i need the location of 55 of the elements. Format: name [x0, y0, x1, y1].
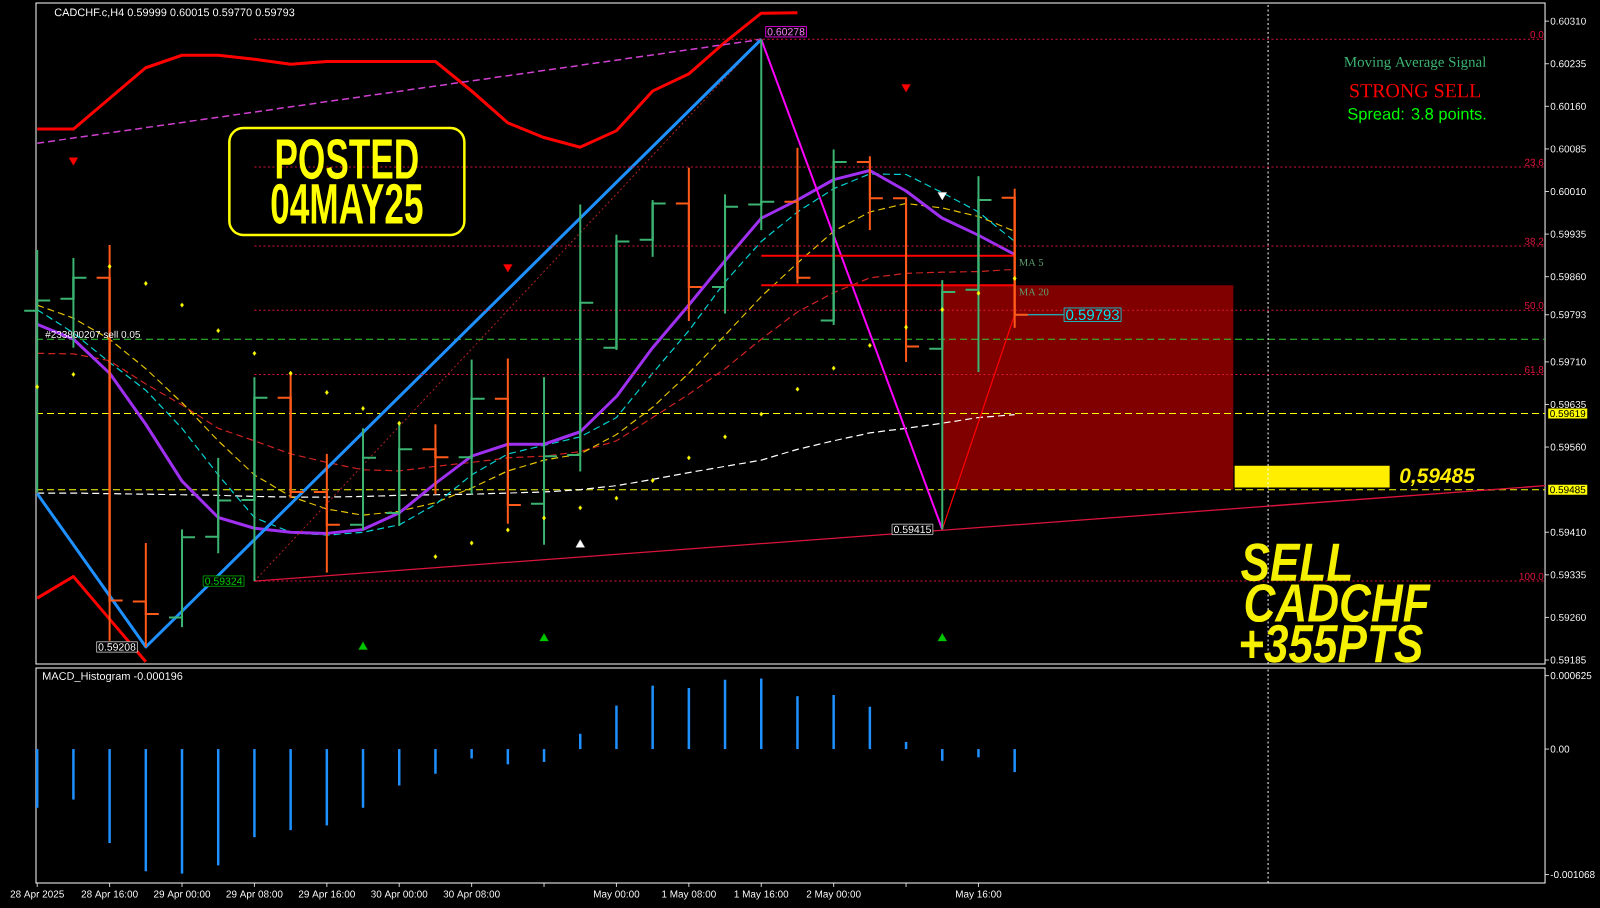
y-tick-label: 0.60010: [1550, 187, 1586, 196]
y-tick-label: 0.60160: [1550, 102, 1586, 110]
ref-line-label: 0.59485: [1550, 486, 1586, 494]
y-tick-label: 0.59560: [1550, 443, 1586, 451]
chart-title: CADCHF.c,H4 0.59999 0.60015 0.59770 0.59793: [54, 8, 295, 18]
x-tick-label: 28 Apr 2025: [10, 890, 64, 900]
annotation: 0.60278: [767, 28, 805, 36]
y-tick-label: 0.59860: [1550, 273, 1586, 281]
x-tick-label: 29 Apr 00:00: [153, 890, 211, 900]
series-label: 50.0: [1524, 301, 1544, 309]
series-label: 23.6: [1524, 158, 1544, 166]
annotation: 0.59324: [205, 577, 243, 585]
series-label: MA 5: [1019, 258, 1044, 266]
x-tick-label: 29 Apr 08:00: [226, 890, 283, 900]
y-tick-label: 0.000625: [1550, 672, 1592, 680]
annotation: POSTED 04MAY25: [271, 138, 423, 224]
x-tick-label: May 16:00: [956, 890, 1002, 900]
series-label: 100.0: [1519, 572, 1544, 580]
annotation: STRONG SELL: [1350, 84, 1481, 98]
x-tick-label: 2 May 00:00: [806, 890, 861, 900]
y-tick-label: 0.59335: [1550, 571, 1586, 579]
annotation: Spread: 3.8 points.: [1348, 107, 1486, 123]
y-tick-label: 0.60085: [1550, 145, 1586, 153]
y-tick-label: 0.59260: [1550, 613, 1586, 621]
x-tick-label: 30 Apr 00:00: [371, 890, 428, 900]
y-tick-label: 0.59410: [1550, 528, 1586, 536]
chart-title: MACD_Histogram -0.000196: [43, 671, 183, 683]
annotation: +355PTS: [1240, 624, 1423, 663]
y-tick-label: 0.59635: [1550, 400, 1586, 408]
x-tick-label: 1 May 16:00: [734, 890, 789, 900]
annotation: 0.59415: [893, 525, 931, 534]
y-tick-label: 0.00: [1550, 745, 1570, 753]
x-tick-label: 30 Apr 08:00: [443, 890, 500, 900]
y-tick-label: 0.60310: [1550, 17, 1586, 25]
x-tick-label: 1 May 08:00: [662, 890, 716, 900]
y-tick-label: 0.59710: [1550, 358, 1586, 366]
ref-line-label: 0.59619: [1550, 410, 1586, 418]
series-label: 38.2: [1524, 237, 1544, 245]
annotation: 0,59485: [1400, 468, 1476, 487]
y-tick-label: 0.60235: [1550, 60, 1586, 68]
series-label: 61.8: [1524, 366, 1544, 374]
series-label: MA 20: [1019, 288, 1049, 296]
annotation: CADCHF: [1245, 583, 1431, 623]
annotation: SELL: [1241, 543, 1351, 582]
x-tick-label: 28 Apr 16:00: [81, 890, 138, 900]
annotation: 0.59208: [98, 643, 136, 651]
series-label: 0.0: [1530, 31, 1544, 39]
x-tick-label: 29 Apr 16:00: [298, 890, 355, 900]
y-tick-label: 0.59793: [1550, 311, 1586, 319]
y-tick-label: 0.59935: [1550, 230, 1586, 238]
y-tick-label: 0.59185: [1550, 656, 1586, 664]
annotation: 0.59793: [1066, 309, 1119, 321]
annotation: Moving Average Signal: [1344, 56, 1487, 71]
y-tick-label: -0.001068: [1550, 871, 1595, 879]
x-tick-label: May 00:00: [594, 890, 640, 900]
